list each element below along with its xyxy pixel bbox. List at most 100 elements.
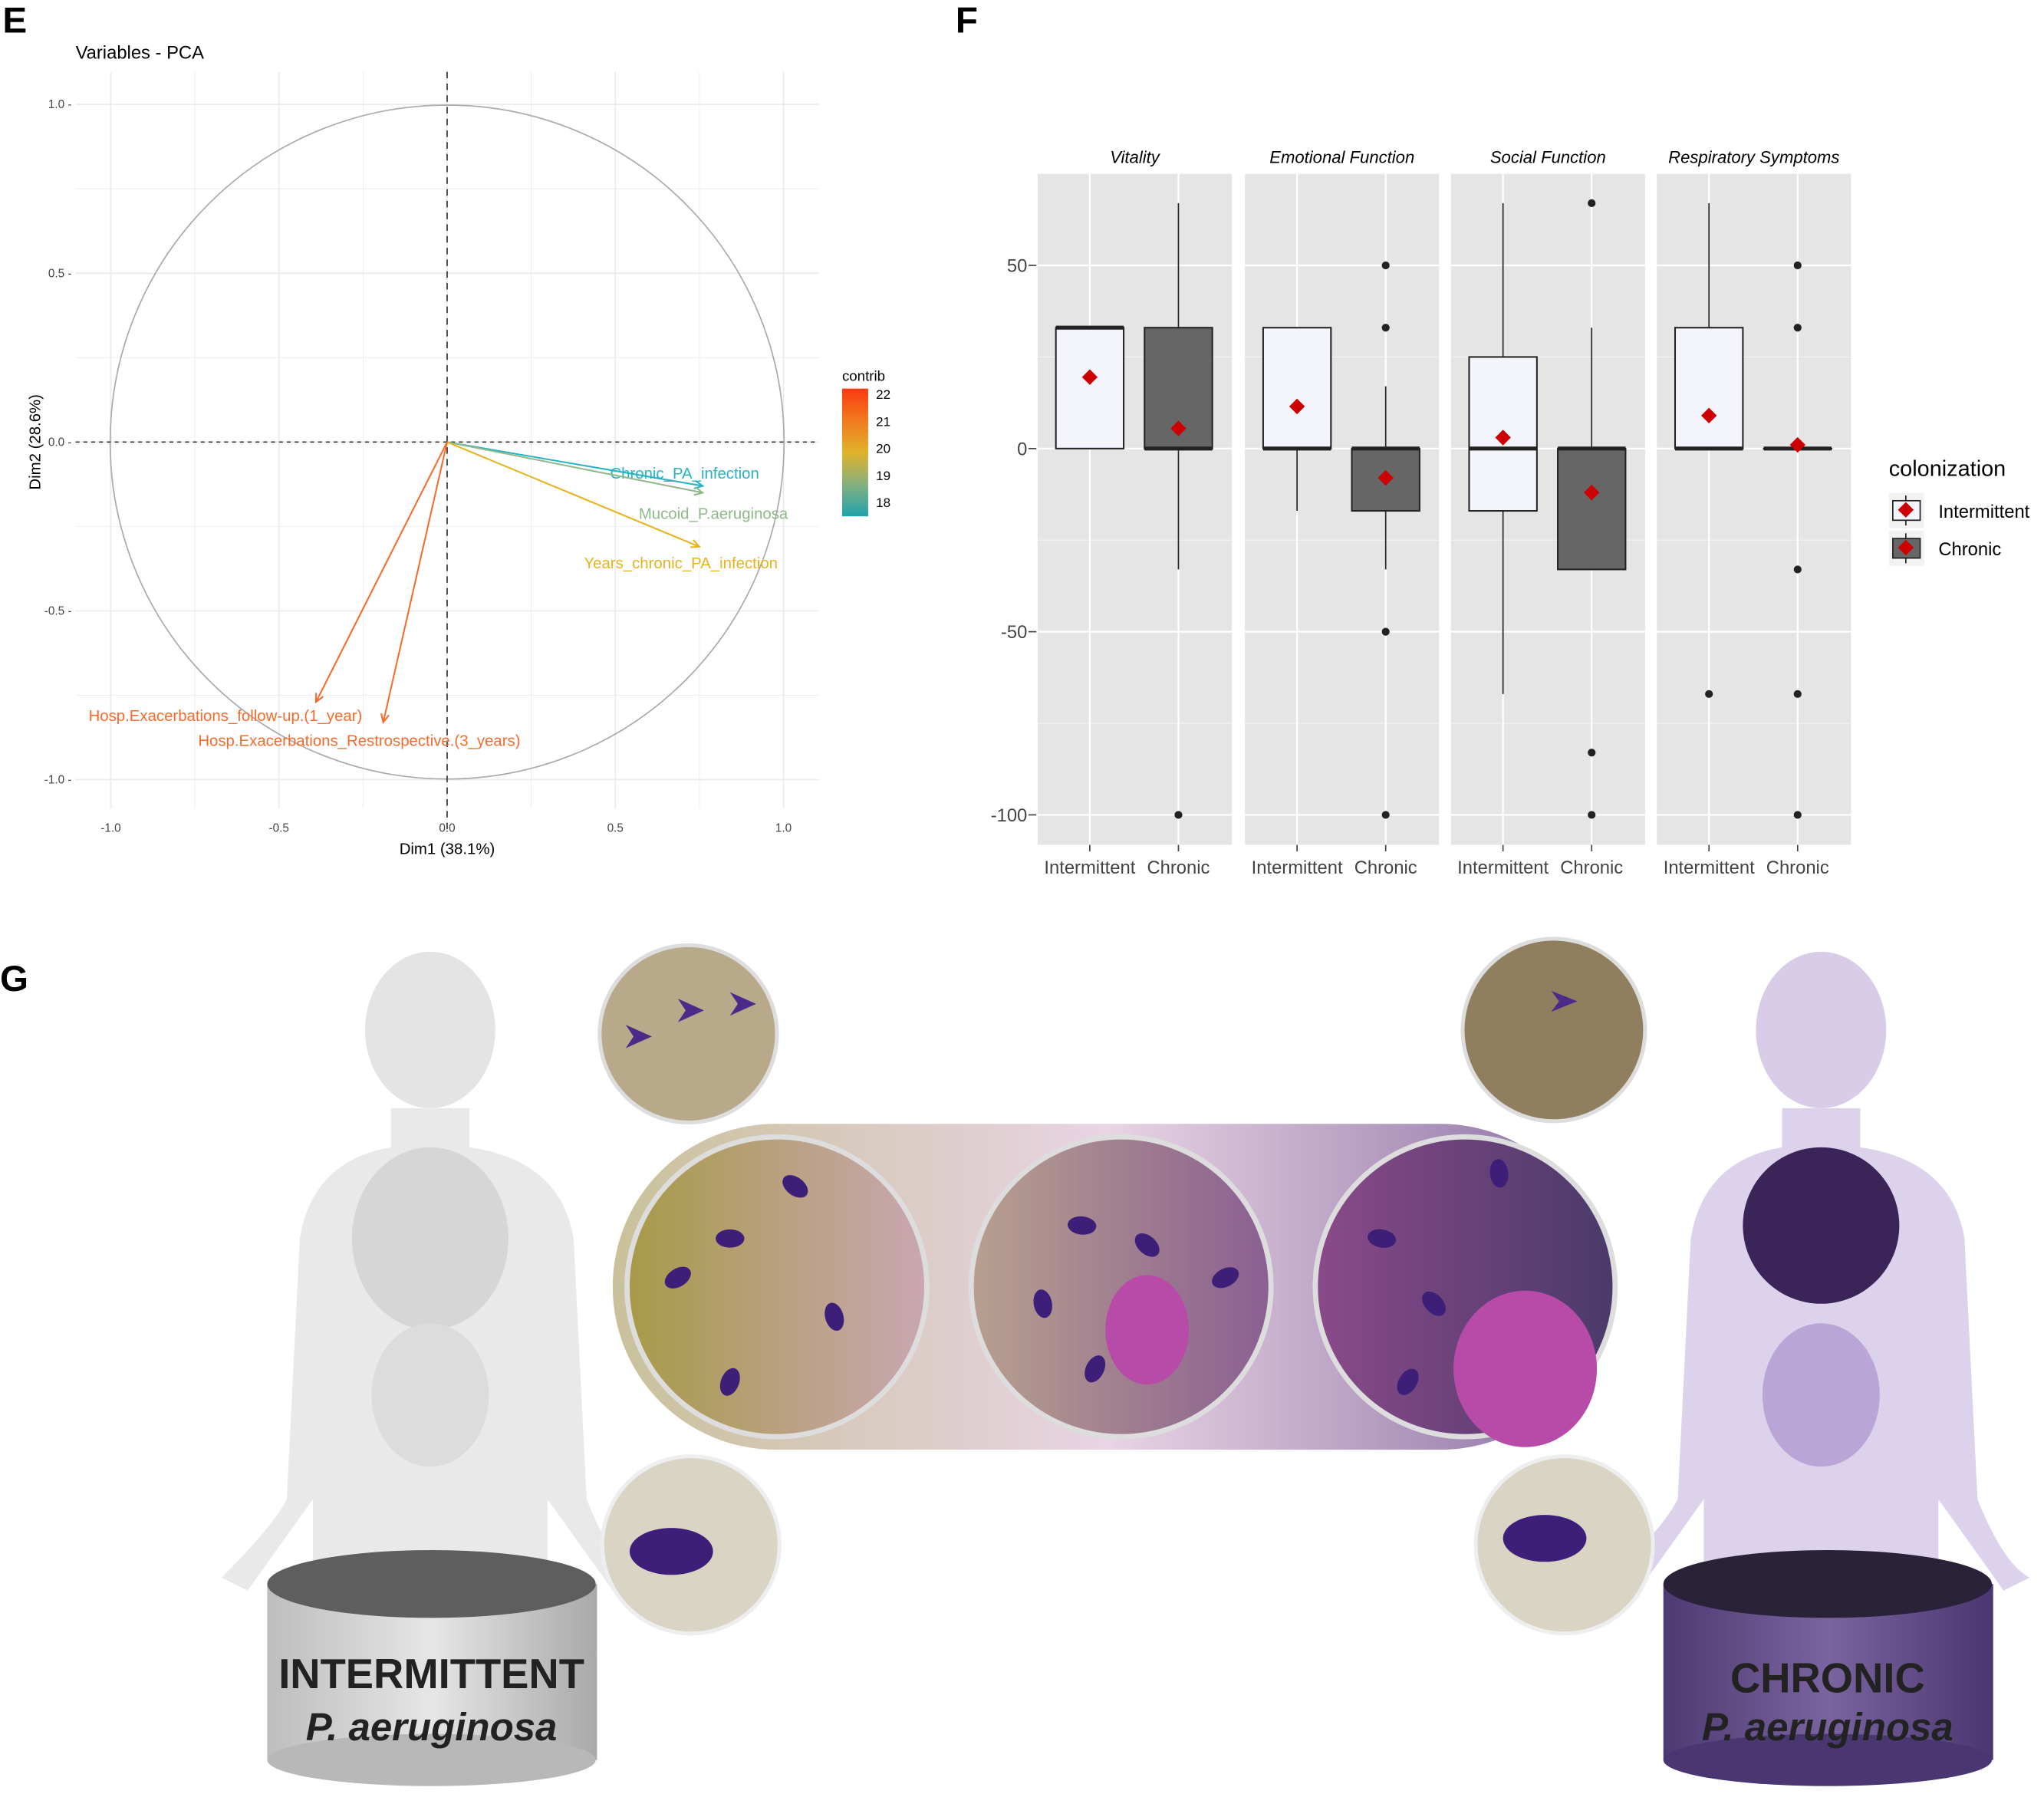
intermittent-label: INTERMITTENT	[278, 1651, 584, 1697]
panel-label-f: F	[956, 1, 978, 41]
bacterium-icon	[1134, 1233, 1160, 1257]
bacterium-icon	[825, 1302, 844, 1332]
bacterium-icon	[1397, 1368, 1419, 1395]
outlier-point	[1793, 261, 1802, 270]
pca-variable-arrow	[446, 441, 703, 494]
facet-panel	[1657, 173, 1851, 845]
outlier-point	[1588, 199, 1596, 207]
pca-arrowhead	[314, 693, 324, 704]
panel-label-g: G	[0, 959, 28, 999]
box-chart: 50 0 -50 -100 Vitality Intermittent Chronic Emo…	[991, 148, 2030, 878]
intermittent-species: P. aeruginosa	[306, 1705, 558, 1749]
intermittent-body	[221, 951, 639, 1643]
mucus-flow-arrow-icon	[625, 1025, 652, 1048]
box-intermittent	[1055, 327, 1125, 449]
box-xtick-label: Intermittent	[1457, 857, 1549, 878]
mean-marker	[1289, 398, 1305, 415]
pca-ytick-label: -1.0 -	[44, 774, 72, 787]
pca-variable-arrow	[446, 441, 700, 548]
outlier-point	[1588, 811, 1596, 819]
chronic-species: P. aeruginosa	[1702, 1705, 1953, 1749]
legend-entry-label: Chronic	[1938, 539, 2001, 560]
facet-title: Vitality	[1110, 148, 1161, 167]
box-xtick-label: Chronic	[1560, 857, 1623, 878]
mucus-flow-arrow-icon	[677, 999, 704, 1022]
contrib-tick-label: 20	[876, 442, 890, 456]
illustration: INTERMITTENT P. aeruginosa CHRONIC P. ae…	[221, 937, 2030, 1786]
bacterium-icon	[629, 1528, 713, 1575]
pca-xtick-label: 1.0	[775, 822, 792, 835]
outlier-point	[1793, 690, 1802, 698]
bacterium-icon	[1068, 1216, 1097, 1235]
biofilm-cluster-icon	[1105, 1275, 1190, 1385]
facet-title: Respiratory Symptoms	[1668, 148, 1839, 167]
mean-marker	[1701, 407, 1717, 424]
legend-entry-label: Intermittent	[1938, 502, 2029, 522]
bacteria-group	[625, 990, 1578, 1396]
box-xtick-label: Chronic	[1354, 857, 1417, 878]
pca-arrowhead	[690, 539, 702, 548]
box-xtick-label: Intermittent	[1044, 857, 1135, 878]
outlier-point	[1793, 324, 1802, 332]
box-xtick-label: Intermittent	[1664, 857, 1755, 878]
pca-xtick-label: -0.5	[269, 822, 289, 835]
mucus-flow-arrow-icon	[1551, 990, 1578, 1012]
bacterium-icon	[1489, 1159, 1509, 1188]
airway-transition-circle	[968, 1134, 1274, 1440]
pca-variable-label: Chronic_PA_infection	[610, 466, 759, 482]
outlier-point	[1381, 627, 1390, 636]
pca-variable-arrow	[446, 441, 703, 487]
legend-key-mean	[1898, 502, 1914, 518]
outlier-point	[1381, 324, 1390, 332]
facet-title: Social Function	[1490, 148, 1606, 167]
pca-ytick-label: 0.5 -	[48, 267, 72, 280]
bacterium-icon	[719, 1368, 740, 1396]
box-chronic	[1557, 447, 1627, 571]
box-ytick-label: -100	[991, 805, 1028, 826]
pca-variable-label: Mucoid_P.aeruginosa	[639, 506, 788, 523]
pca-title: Variables - PCA	[76, 43, 205, 64]
contrib-colorbar	[841, 388, 868, 517]
bacterium-icon	[1422, 1291, 1447, 1316]
box-xtick-label: Chronic	[1147, 857, 1210, 878]
box-intermittent	[1674, 327, 1744, 449]
bacterium-icon	[782, 1175, 808, 1198]
pca-xlabel: Dim1 (38.1%)	[400, 841, 495, 857]
pca-variable-arrow	[382, 442, 448, 723]
pca-ytick-label: 0.0 -	[48, 436, 72, 449]
chronic-body	[1612, 951, 2030, 1643]
pca-arrowhead	[693, 486, 705, 496]
pca-ytick-label: 1.0 -	[48, 98, 72, 111]
bacterium-icon	[716, 1229, 745, 1248]
facet-title: Emotional Function	[1269, 148, 1414, 167]
contrib-tick-label: 18	[876, 495, 890, 510]
outlier-point	[1793, 811, 1802, 819]
pca-variable-label: Years_chronic_PA_infection	[584, 555, 778, 572]
facet-panel	[1037, 173, 1233, 845]
intermittent-pedestal: INTERMITTENT P. aeruginosa	[267, 1550, 597, 1786]
mean-marker	[1495, 430, 1511, 446]
cilia-chronic-circle	[1460, 937, 1647, 1124]
pca-arrowhead	[380, 713, 390, 724]
contrib-tick-label: 22	[876, 387, 890, 402]
box-ytick-label: 50	[1007, 256, 1027, 277]
mucus-flow-arrow-icon	[729, 992, 756, 1016]
pca-variable-arrow	[315, 441, 448, 703]
panel-label-e: E	[2, 1, 27, 41]
bacterium-icon	[1368, 1229, 1397, 1248]
pca-xtick-label: -1.0	[100, 822, 120, 835]
box-ytick-label: -50	[1001, 622, 1027, 643]
box-xtick-label: Chronic	[1766, 857, 1829, 878]
contrib-tick-label: 19	[876, 469, 890, 483]
pca-variable-label: Hosp.Exacerbations_follow-up.(1_year)	[89, 708, 363, 725]
bacterium-icon	[1503, 1515, 1587, 1562]
box-intermittent	[1262, 327, 1332, 449]
outlier-point	[1381, 261, 1390, 270]
pca-ylabel: Dim2 (28.6%)	[28, 394, 44, 490]
contrib-legend-title: contrib	[842, 367, 885, 383]
bacterium-icon	[664, 1266, 691, 1289]
mean-marker	[1789, 436, 1805, 453]
bacterium-icon	[1212, 1267, 1239, 1289]
outlier-point	[1381, 811, 1390, 819]
